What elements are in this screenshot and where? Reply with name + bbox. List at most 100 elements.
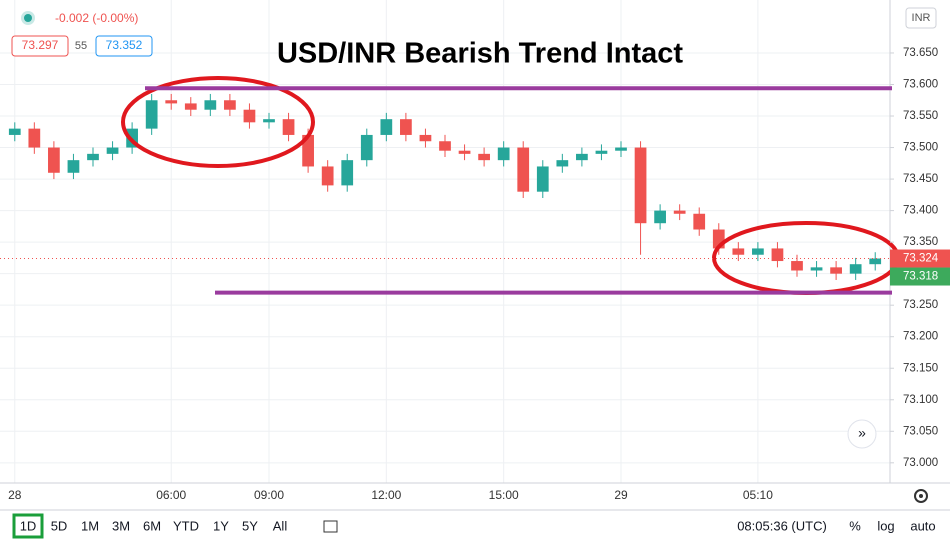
candle-body — [419, 134, 432, 142]
candle-body — [478, 153, 490, 161]
highlight-ellipse — [121, 76, 315, 168]
clock: 08:05:36 (UTC) — [737, 518, 827, 533]
range-button[interactable]: 5D — [51, 518, 68, 533]
candle-body — [771, 248, 784, 262]
compare-icon[interactable] — [323, 520, 338, 533]
log-toggle[interactable]: log — [877, 518, 894, 533]
candle-body — [791, 261, 803, 271]
range-button[interactable]: All — [273, 518, 288, 533]
candle-body — [8, 128, 21, 135]
candle-body — [263, 119, 275, 123]
currency-box[interactable] — [905, 7, 937, 29]
x-tick-label: 05:10 — [743, 488, 773, 502]
candle-body — [752, 248, 764, 255]
y-tick-label: 73.350 — [903, 236, 938, 248]
currency[interactable]: INR — [912, 12, 931, 24]
candle-body — [576, 153, 588, 161]
candle-body — [439, 141, 451, 151]
status-dot — [24, 14, 32, 22]
candle-body — [595, 150, 608, 154]
y-tick-label: 73.100 — [903, 394, 938, 406]
candle-body — [693, 213, 706, 230]
candle-body — [634, 147, 647, 224]
last-price-box — [890, 249, 950, 268]
candle-body — [224, 100, 236, 110]
status-halo — [21, 11, 35, 25]
toolbar: 1D 5D 1M 3M 6M YTD 1Y 5Y All — [20, 518, 288, 533]
x-tick-label: 09:00 — [254, 488, 284, 502]
spread: 55 — [75, 40, 87, 52]
chart-title: USD/INR Bearish Trend Intact — [277, 38, 683, 70]
candle-body — [67, 160, 80, 173]
candle-body — [145, 100, 158, 129]
bid[interactable]: 73.297 — [22, 38, 59, 52]
range-button[interactable]: 3M — [112, 518, 130, 533]
x-tick-label: 15:00 — [489, 488, 519, 502]
range-button[interactable]: 1D — [20, 518, 37, 533]
y-tick-label: 73.500 — [903, 142, 938, 154]
candle-body — [165, 100, 178, 104]
candle-body — [673, 210, 686, 214]
settings-icon[interactable] — [914, 489, 928, 503]
range-button[interactable]: 6M — [143, 518, 161, 533]
candle-body — [615, 147, 627, 151]
x-tick-label: 28 — [8, 488, 22, 502]
candle-body — [341, 160, 354, 186]
ask-box[interactable] — [95, 35, 153, 57]
candle-body — [360, 134, 373, 161]
bid-box[interactable] — [11, 35, 69, 57]
range-button[interactable]: 1M — [81, 518, 99, 533]
range-button[interactable]: 5Y — [242, 518, 258, 533]
y-tick-label: 73.050 — [903, 425, 938, 437]
scroll-button[interactable] — [847, 419, 877, 449]
y-tick-label: 73.200 — [903, 331, 938, 343]
y-tick-label: 73.600 — [903, 79, 938, 91]
y-tick-label: 73.250 — [903, 299, 938, 311]
second-price-box — [890, 267, 950, 286]
second-price-label: 73.318 — [903, 271, 938, 283]
y-tick-label: 73.550 — [903, 110, 938, 122]
candle-body — [380, 119, 393, 135]
candle-body — [849, 264, 862, 274]
candle-body — [654, 210, 666, 224]
candle-body — [204, 100, 217, 110]
x-tick-label: 12:00 — [371, 488, 401, 502]
y-tick-label: 73.400 — [903, 205, 938, 217]
active-range — [12, 513, 44, 539]
ask[interactable]: 73.352 — [106, 38, 143, 52]
scroll-icon[interactable]: » — [858, 425, 866, 441]
range-button[interactable]: 1Y — [213, 518, 229, 533]
candle-body — [302, 134, 314, 167]
candle-body — [282, 119, 295, 135]
y-tick-label: 73.000 — [903, 457, 938, 469]
candle-body — [556, 160, 569, 167]
candle-body — [184, 103, 197, 110]
y-tick-label: 73.450 — [903, 173, 938, 185]
last-price-label: 73.324 — [903, 253, 939, 265]
candle-body — [458, 150, 471, 154]
x-tick-label: 29 — [614, 488, 628, 502]
candle-body — [48, 147, 60, 173]
percent-toggle[interactable]: % — [849, 518, 861, 533]
candle-body — [517, 147, 530, 192]
candle-body — [400, 119, 412, 135]
x-tick-label: 06:00 — [156, 488, 186, 502]
candle-body — [87, 153, 99, 161]
change: -0.002 (-0.00%) — [55, 11, 138, 25]
candle-body — [810, 267, 823, 271]
candle-body — [28, 128, 41, 148]
candle-body — [321, 166, 334, 186]
compare-icon-box[interactable] — [323, 520, 338, 533]
settings-gear[interactable] — [914, 489, 928, 503]
auto-toggle[interactable]: auto — [910, 518, 935, 533]
settings-hub[interactable] — [919, 494, 923, 498]
y-tick-label: 73.650 — [903, 47, 938, 59]
candle-body — [830, 267, 842, 274]
range-button[interactable]: YTD — [173, 518, 199, 533]
candle-body — [869, 258, 882, 265]
candle-body — [536, 166, 549, 192]
candle-body — [243, 109, 256, 123]
